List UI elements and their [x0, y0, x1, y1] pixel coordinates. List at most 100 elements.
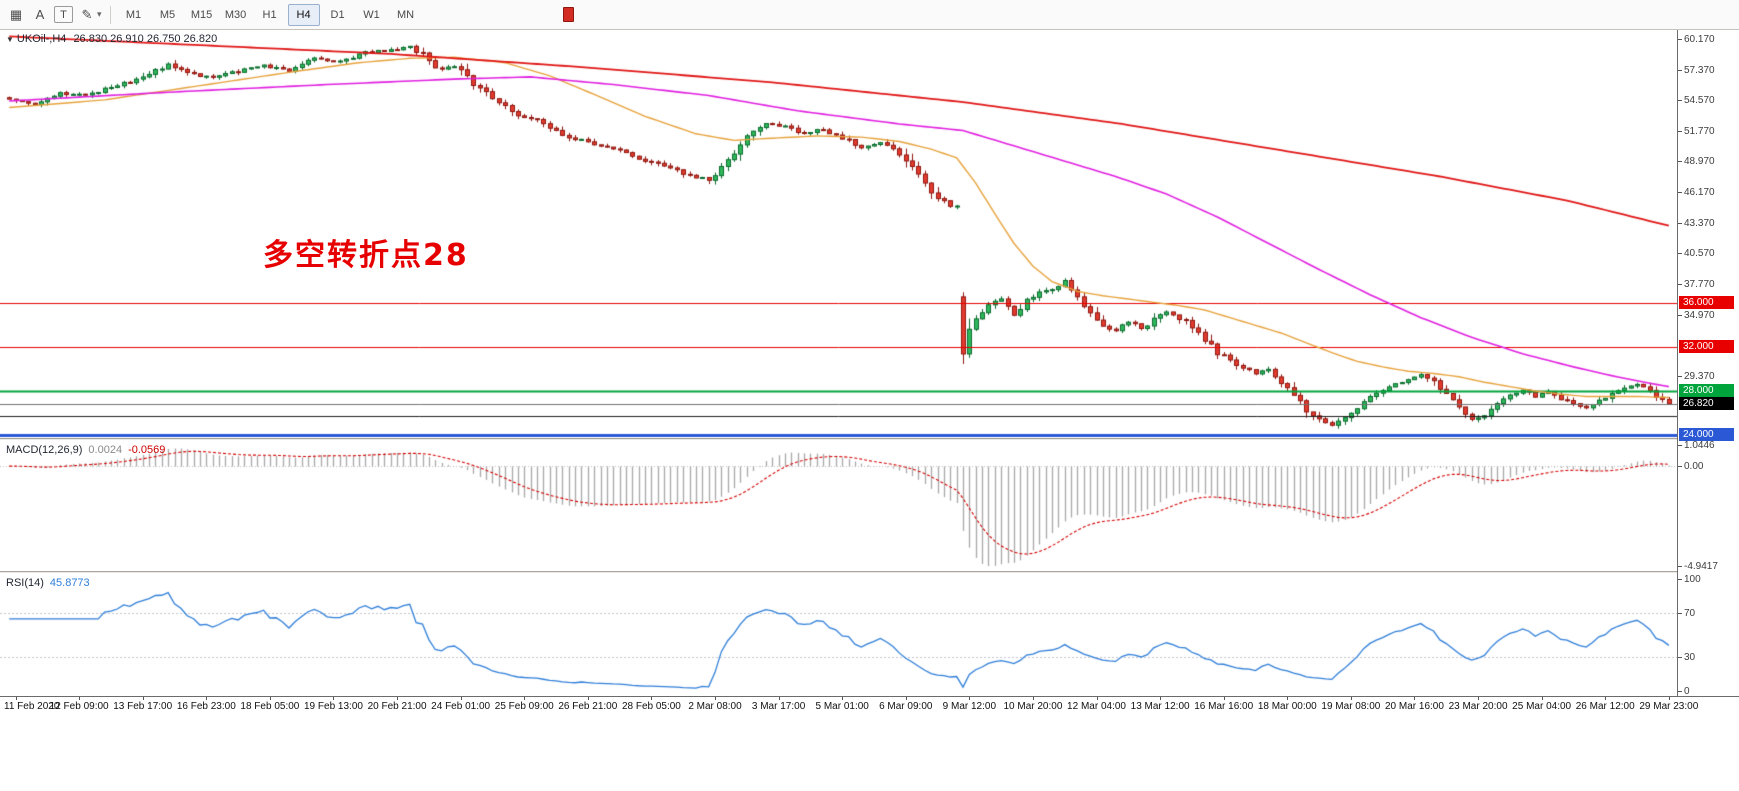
- price-axis-label: 46.170: [1684, 187, 1715, 198]
- time-axis-label: 26 Feb 21:00: [558, 701, 618, 712]
- rsi-axis-label: 30: [1684, 652, 1696, 663]
- rsi-axis-label: 100: [1684, 574, 1701, 585]
- time-axis-label: 25 Mar 04:00: [1512, 701, 1572, 712]
- time-axis-label: 24 Feb 01:00: [431, 701, 491, 712]
- rsi-canvas[interactable]: [0, 574, 1677, 696]
- time-axis-label: 10 Mar 20:00: [1003, 701, 1063, 712]
- time-axis-label: 23 Mar 20:00: [1448, 701, 1508, 712]
- price-axis[interactable]: 60.170 57.370 54.570 51.770 48.970 46.170 43.3…: [1677, 30, 1739, 714]
- toolbar-separator: [109, 5, 111, 24]
- timeframe-button-w1[interactable]: W1: [363, 8, 380, 21]
- symbol-ohlc-label: ▼ UKOil-,H4 26.830 26.910 26.750 26.820: [6, 33, 217, 45]
- chart-annotation: 多空转折点28: [263, 238, 469, 273]
- pane-separator[interactable]: [0, 571, 1739, 574]
- time-axis-tick: [715, 697, 716, 700]
- time-axis-label: 12 Mar 04:00: [1067, 701, 1126, 712]
- time-axis-tick: [1669, 697, 1670, 700]
- time-axis-label: 20 Mar 16:00: [1385, 701, 1444, 712]
- time-axis-tick: [16, 697, 17, 700]
- time-axis-tick: [333, 697, 334, 700]
- pane-separator[interactable]: [0, 438, 1739, 441]
- symbol-name: UKOil-,H4: [16, 33, 67, 45]
- time-axis-label: 16 Mar 16:00: [1194, 701, 1254, 712]
- price-axis-tick: [1678, 131, 1682, 132]
- price-axis-tick: [1678, 657, 1682, 658]
- timeframe-button-h1[interactable]: H1: [262, 8, 277, 21]
- rsi-name: RSI(14): [6, 577, 44, 589]
- text-tool-icon[interactable]: A: [35, 7, 45, 22]
- time-axis-tick: [1097, 697, 1098, 700]
- macd-axis-label: -4.9417: [1684, 561, 1718, 572]
- time-axis-label: 2 Mar 08:00: [688, 701, 742, 712]
- main-chart-canvas[interactable]: [0, 30, 1677, 438]
- textbox-tool-icon[interactable]: T: [54, 6, 73, 23]
- time-axis-tick: [906, 697, 907, 700]
- time-axis-tick: [1478, 697, 1479, 700]
- price-axis-tick: [1678, 100, 1682, 101]
- symbol-dropdown-icon[interactable]: ▼: [6, 35, 14, 44]
- time-axis-tick: [79, 697, 80, 700]
- price-axis-tick: [1678, 579, 1682, 580]
- time-axis-label: 12 Feb 09:00: [49, 701, 109, 712]
- price-axis-label: 48.970: [1684, 156, 1715, 167]
- price-axis-label: 54.570: [1684, 95, 1715, 106]
- draw-tool-caret-icon[interactable]: ▾: [97, 9, 102, 19]
- price-axis-tick: [1678, 253, 1682, 254]
- rsi-pane[interactable]: RSI(14) 45.8773: [0, 574, 1677, 696]
- time-axis-label: 20 Feb 21:00: [367, 701, 427, 712]
- timeframe-button-d1[interactable]: D1: [330, 8, 345, 21]
- draw-tool-icon[interactable]: ✎: [81, 6, 93, 22]
- time-axis-label: 28 Feb 05:00: [621, 701, 681, 712]
- macd-canvas[interactable]: [0, 441, 1677, 571]
- time-axis-tick: [969, 697, 970, 700]
- timeframe-button-m30[interactable]: M30: [224, 8, 247, 21]
- macd-axis-label: 0.00: [1684, 461, 1704, 472]
- macd-axis-label: 1.0446: [1684, 440, 1715, 451]
- time-axis-tick: [1414, 697, 1415, 700]
- time-axis-tick: [1224, 697, 1225, 700]
- grid-icon[interactable]: ▦: [9, 6, 23, 22]
- price-axis-tick: [1678, 691, 1682, 692]
- macd-pane[interactable]: MACD(12,26,9) 0.0024 -0.0569: [0, 441, 1677, 571]
- price-level-badge: 28.000: [1679, 384, 1734, 397]
- timeframe-button-m5[interactable]: M5: [159, 8, 176, 21]
- timeframe-button-m1[interactable]: M1: [125, 8, 142, 21]
- time-axis-tick: [1160, 697, 1161, 700]
- macd-value: 0.0024: [88, 444, 123, 456]
- rsi-axis-label: 70: [1684, 608, 1696, 619]
- price-axis-tick: [1678, 376, 1682, 377]
- time-axis-tick: [461, 697, 462, 700]
- time-axis-tick: [206, 697, 207, 700]
- time-axis-label: 9 Mar 12:00: [942, 701, 997, 712]
- price-level-badge: 36.000: [1679, 296, 1734, 309]
- time-axis-label: 5 Mar 01:00: [815, 701, 869, 712]
- macd-signal-value: -0.0569: [128, 444, 166, 456]
- rsi-axis-label: 0: [1684, 686, 1690, 697]
- price-axis-tick: [1678, 223, 1682, 224]
- timeframe-button-mn[interactable]: MN: [396, 8, 415, 21]
- price-axis-label: 29.370: [1684, 371, 1715, 382]
- current-price-badge: 26.820: [1679, 397, 1734, 410]
- price-axis-tick: [1678, 445, 1682, 446]
- price-axis-tick: [1678, 566, 1682, 567]
- time-axis-label: 19 Mar 08:00: [1321, 701, 1381, 712]
- main-chart-pane[interactable]: ▼ UKOil-,H4 26.830 26.910 26.750 26.820 多空…: [0, 30, 1677, 438]
- red-indicator-icon[interactable]: [562, 7, 574, 22]
- price-axis-label: 40.570: [1684, 248, 1715, 259]
- price-axis-tick: [1678, 315, 1682, 316]
- time-axis-tick: [1033, 697, 1034, 700]
- time-axis-label: 26 Mar 12:00: [1575, 701, 1635, 712]
- timeframe-button-m15[interactable]: M15: [190, 8, 213, 21]
- timeframe-button-h4[interactable]: H4: [287, 3, 320, 26]
- macd-name: MACD(12,26,9): [6, 444, 83, 456]
- price-axis-label: 37.770: [1684, 279, 1715, 290]
- time-axis-label: 11 Feb 2020: [4, 701, 60, 712]
- price-axis-tick: [1678, 161, 1682, 162]
- time-axis-label: 16 Feb 23:00: [176, 701, 236, 712]
- time-axis-tick: [588, 697, 589, 700]
- time-axis[interactable]: 11 Feb 2020 12 Feb 09:00 13 Feb 17:00 16 Fe…: [0, 696, 1739, 714]
- macd-label: MACD(12,26,9) 0.0024 -0.0569: [6, 444, 165, 456]
- time-axis-tick: [651, 697, 652, 700]
- time-axis-tick: [1542, 697, 1543, 700]
- price-axis-tick: [1678, 284, 1682, 285]
